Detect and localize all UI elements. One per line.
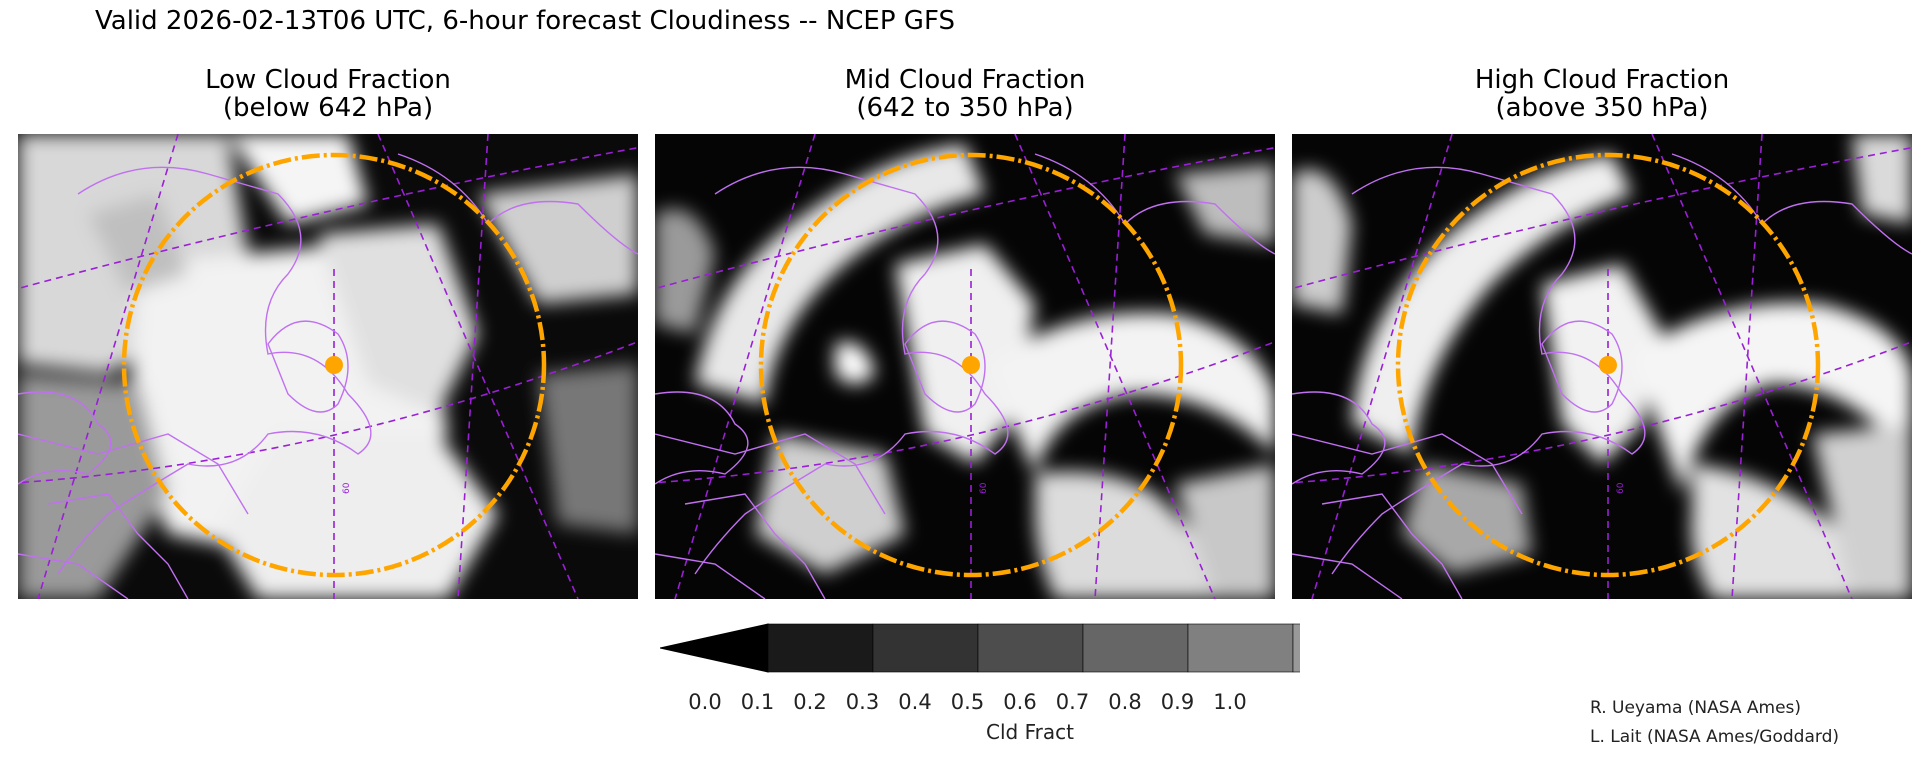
colorbar bbox=[660, 623, 1300, 673]
graticule bbox=[655, 134, 1275, 599]
map-panel-high-cloud: 60 bbox=[1292, 134, 1912, 599]
coastlines bbox=[655, 153, 1275, 599]
colorbar-tick-label: 0.4 bbox=[898, 690, 932, 714]
graticule bbox=[18, 134, 638, 599]
colorbar-bin bbox=[977, 623, 1084, 673]
panel-title-line2: (above 350 hPa) bbox=[1495, 93, 1709, 123]
cloud-field bbox=[18, 134, 638, 599]
map-svg-low-cloud: 60 bbox=[18, 134, 638, 599]
map-svg-mid-cloud: 60 bbox=[655, 134, 1275, 599]
colorbar-bin bbox=[872, 623, 979, 673]
center-marker bbox=[962, 356, 980, 374]
map-panel-low-cloud: 60 bbox=[18, 134, 638, 599]
coastlines bbox=[18, 153, 638, 599]
cloud-field bbox=[655, 144, 1275, 599]
panel-title-line2: (below 642 hPa) bbox=[222, 93, 434, 123]
center-marker bbox=[325, 356, 343, 374]
colorbar-bin bbox=[1187, 623, 1294, 673]
colorbar-tick-label: 1.0 bbox=[1213, 690, 1247, 714]
figure-title: Valid 2026-02-13T06 UTC, 6-hour forecast… bbox=[95, 6, 955, 36]
map-svg-high-cloud: 60 bbox=[1292, 134, 1912, 599]
center-marker bbox=[1599, 356, 1617, 374]
colorbar-tick-label: 0.8 bbox=[1108, 690, 1142, 714]
range-circle bbox=[758, 152, 1184, 578]
coastlines bbox=[1292, 153, 1912, 599]
panel-title-line1: High Cloud Fraction bbox=[1474, 65, 1730, 95]
colorbar-bin bbox=[1292, 623, 1300, 673]
panel-title-high-cloud: High Cloud Fraction (above 350 hPa) bbox=[1292, 66, 1912, 122]
graticule-label: 60 bbox=[342, 482, 352, 494]
colorbar-tick-label: 0.7 bbox=[1055, 690, 1090, 714]
range-circle bbox=[1395, 152, 1821, 578]
credit-line-2: L. Lait (NASA Ames/Goddard) bbox=[1590, 727, 1839, 747]
colorbar-tick-label: 0.2 bbox=[793, 690, 827, 714]
map-panel-mid-cloud: 60 bbox=[655, 134, 1275, 599]
graticule-label: 60 bbox=[1616, 482, 1626, 494]
colorbar-tick-label: 0.9 bbox=[1160, 690, 1195, 714]
colorbar-under-arrow bbox=[660, 623, 769, 673]
credit-line-1: R. Ueyama (NASA Ames) bbox=[1590, 698, 1802, 718]
graticule bbox=[1292, 134, 1912, 599]
colorbar-tick-label: 0.6 bbox=[1003, 690, 1037, 714]
colorbar-tick-label: 0.5 bbox=[950, 690, 985, 714]
graticule-label: 60 bbox=[979, 482, 989, 494]
colorbar-tick-label: 0.3 bbox=[845, 690, 880, 714]
colorbar-bin bbox=[767, 623, 874, 673]
range-circle bbox=[121, 152, 547, 578]
panel-title-mid-cloud: Mid Cloud Fraction (642 to 350 hPa) bbox=[655, 66, 1275, 122]
panel-title-low-cloud: Low Cloud Fraction (below 642 hPa) bbox=[18, 66, 638, 122]
panel-title-line1: Low Cloud Fraction bbox=[205, 65, 451, 95]
panel-title-line2: (642 to 350 hPa) bbox=[856, 93, 1074, 123]
colorbar-tick-label: 0.1 bbox=[740, 690, 775, 714]
colorbar-bin bbox=[1082, 623, 1189, 673]
colorbar-label: Cld Fract bbox=[986, 720, 1074, 744]
colorbar-tick-label: 0.0 bbox=[688, 690, 722, 714]
panel-title-line1: Mid Cloud Fraction bbox=[844, 65, 1086, 95]
